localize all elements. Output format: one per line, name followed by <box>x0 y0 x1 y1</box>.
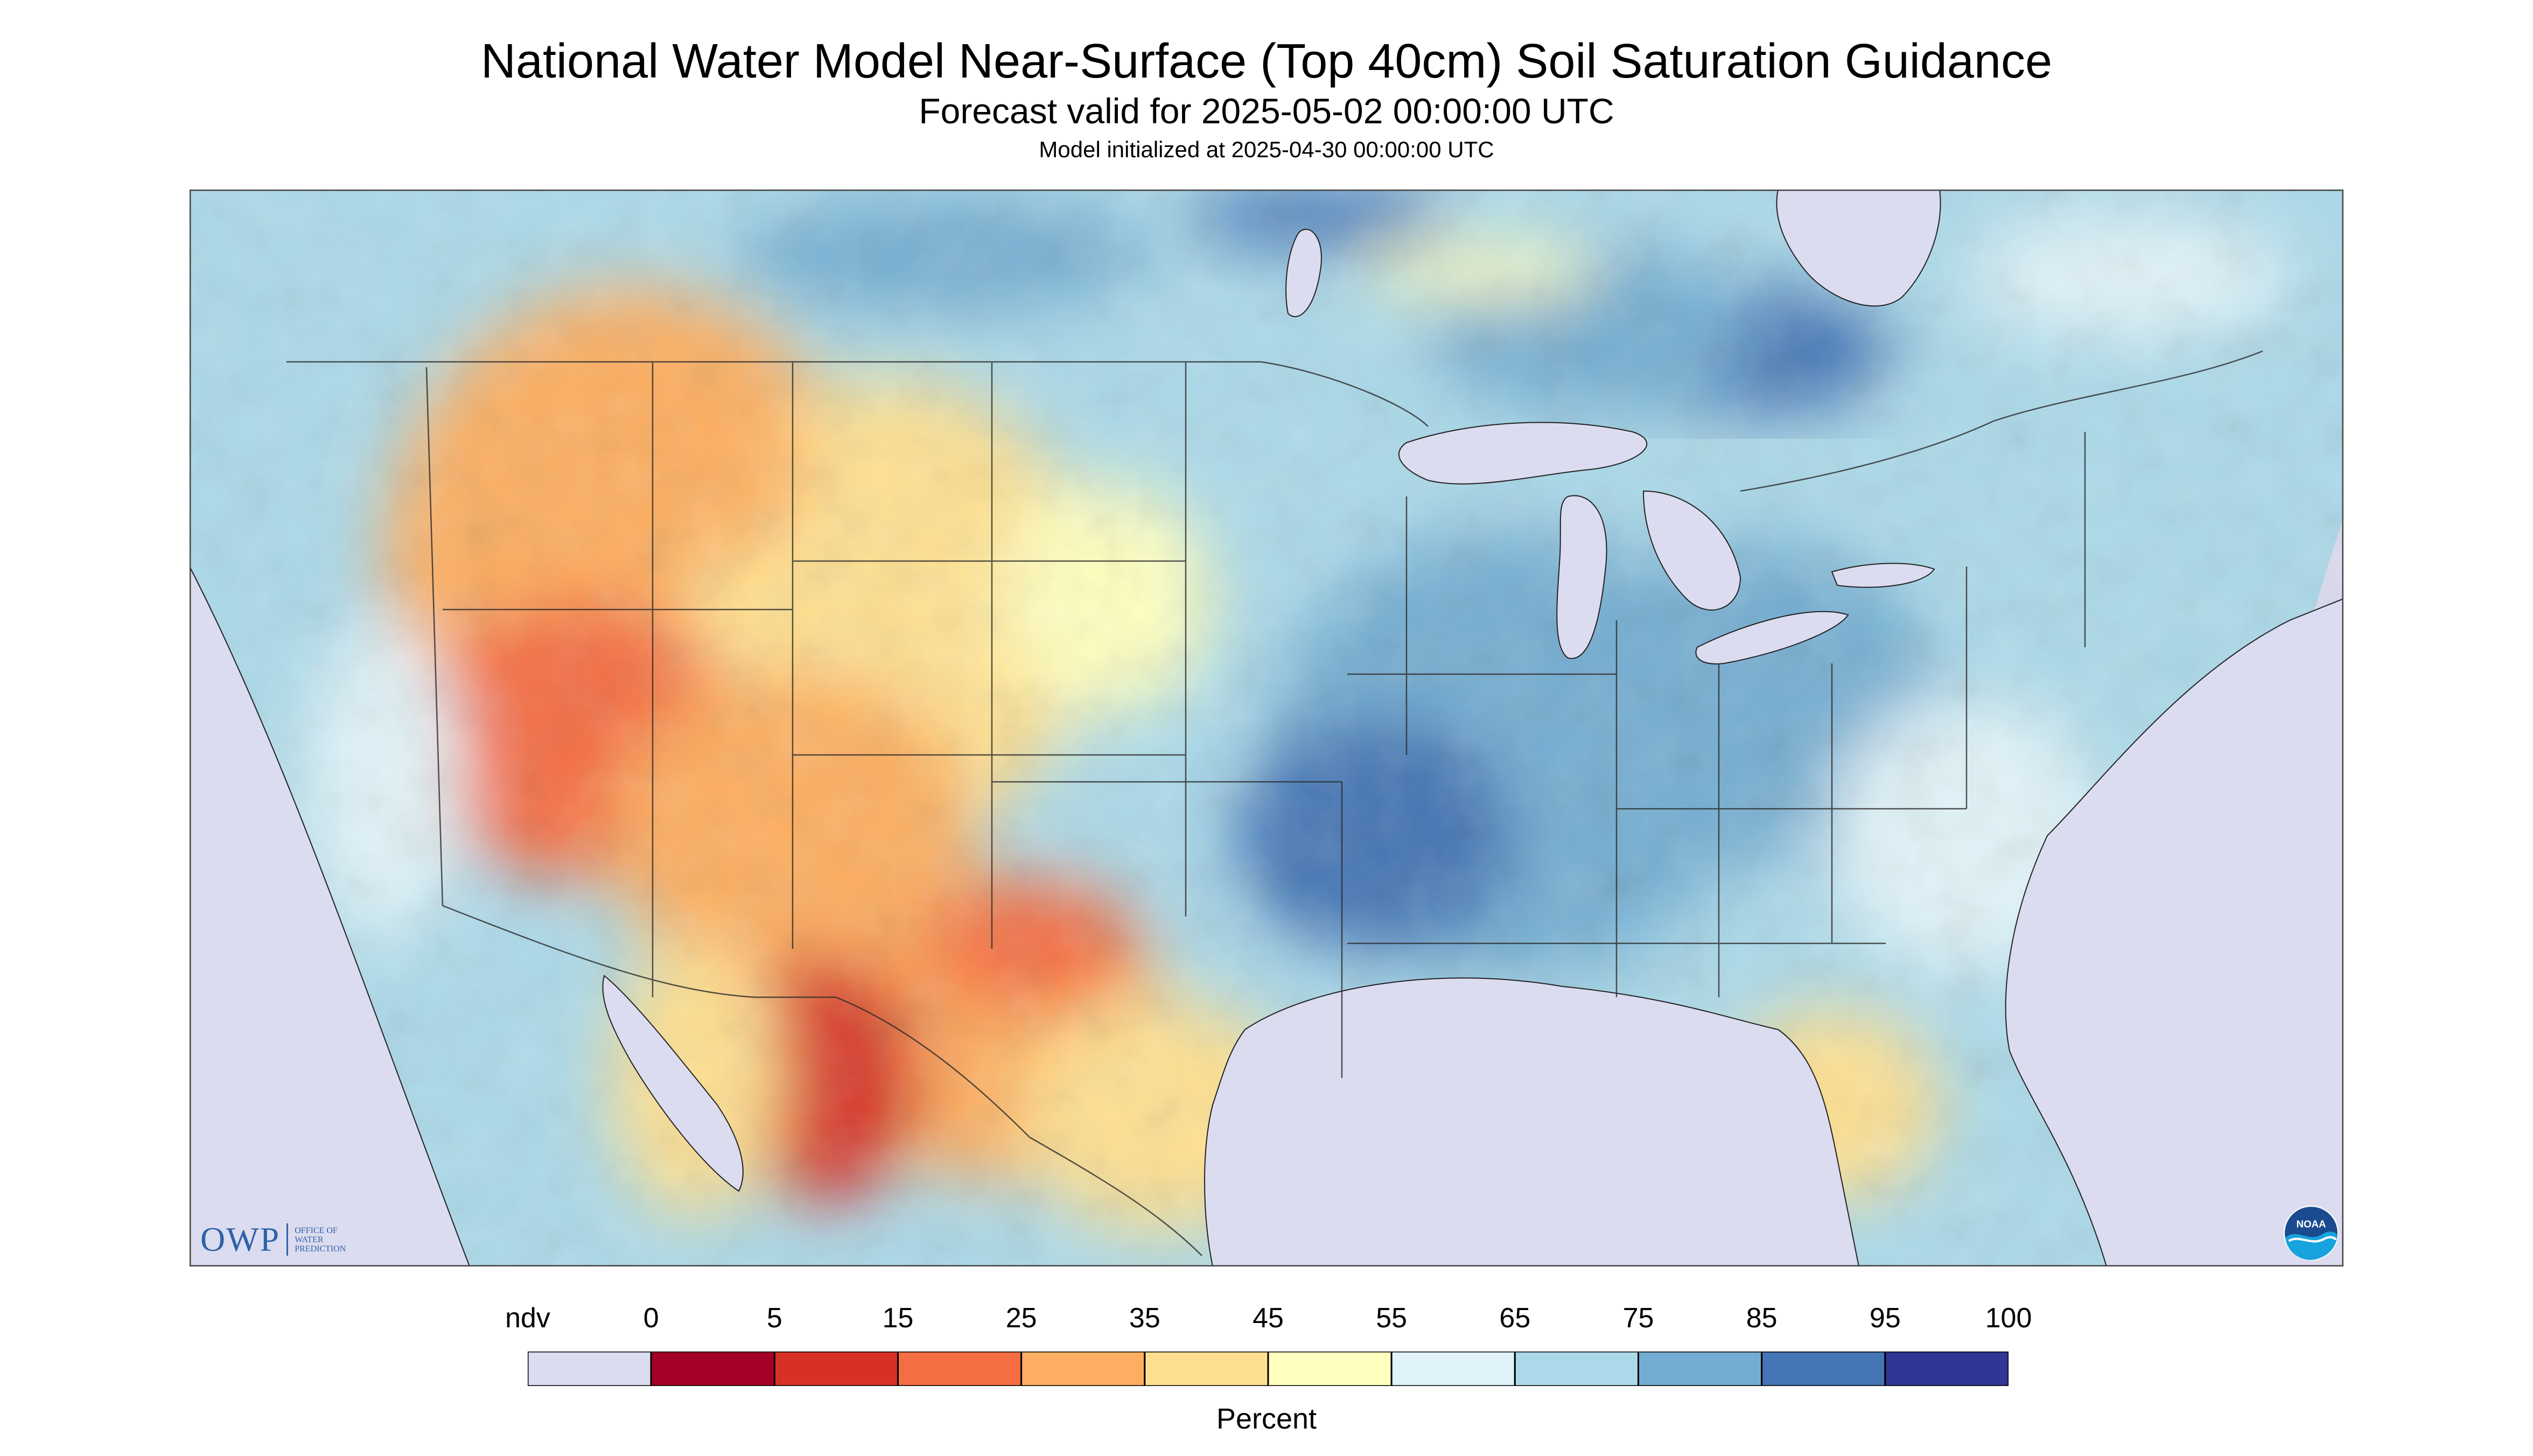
colorbar-swatch <box>1638 1352 1763 1386</box>
great-lakes <box>1285 190 1941 664</box>
colorbar-swatch <box>528 1352 652 1386</box>
pacific-ocean <box>190 566 471 1266</box>
soil-saturation-map <box>190 190 2343 1266</box>
colorbar-swatch <box>897 1352 1023 1386</box>
lake-huron <box>1642 490 1741 611</box>
owp-line-1: OFFICE OF <box>295 1226 338 1235</box>
forecast-valid-time: Forecast valid for 2025-05-02 00:00:00 U… <box>919 91 1614 131</box>
lake-erie <box>1695 611 1849 664</box>
colorbar-tick-label: 100 <box>1985 1303 2032 1334</box>
gulf-of-mexico <box>1204 977 1860 1266</box>
owp-line-3: PREDICTION <box>295 1244 346 1254</box>
colorbar-tick-label: 0 <box>643 1303 659 1334</box>
lake-michigan <box>1556 495 1607 659</box>
noaa-logo: NOAA <box>2284 1206 2339 1261</box>
owp-separator <box>286 1223 289 1256</box>
colorbar-swatch <box>1390 1352 1516 1386</box>
colorbar-tick-label: ndv <box>505 1303 550 1334</box>
lake-ontario <box>1831 563 1935 588</box>
colorbar-swatch <box>650 1352 775 1386</box>
colorbar-swatch <box>1514 1352 1640 1386</box>
map-title: National Water Model Near-Surface (Top 4… <box>480 34 2052 88</box>
colorbar-tick-label: 5 <box>766 1303 782 1334</box>
colorbar-swatch <box>1267 1352 1393 1386</box>
colorbar-tick-label: 75 <box>1622 1303 1654 1334</box>
colorbar-tick-label: 25 <box>1005 1303 1037 1334</box>
lake-superior <box>1398 422 1647 485</box>
colorbar-tick-label: 55 <box>1376 1303 1408 1334</box>
colorbar-tick-label: 45 <box>1252 1303 1284 1334</box>
colorbar <box>528 1352 2009 1386</box>
colorbar-tick-label: 85 <box>1746 1303 1778 1334</box>
colorbar-tick-label: 95 <box>1869 1303 1901 1334</box>
colorbar-tick-label: 35 <box>1129 1303 1160 1334</box>
colorbar-swatch <box>1884 1352 2009 1386</box>
state-boundaries <box>286 350 2263 1256</box>
hudson-bay <box>1776 190 1941 307</box>
noaa-text: NOAA <box>2296 1219 2326 1230</box>
colorbar-tick-label: 15 <box>882 1303 914 1334</box>
colorbar-swatch <box>1020 1352 1146 1386</box>
atlantic-ocean <box>2005 598 2343 1266</box>
owp-text: OFFICE OF WATER PREDICTION <box>295 1226 386 1254</box>
model-init-time: Model initialized at 2025-04-30 00:00:00… <box>1039 137 1494 162</box>
owp-line-2: WATER <box>295 1235 324 1244</box>
colorbar-tick-label: 65 <box>1499 1303 1531 1334</box>
colorbar-swatch <box>1144 1352 1269 1386</box>
oceans <box>190 566 2343 1266</box>
lake-winnipeg <box>1285 229 1322 317</box>
colorbar-swatch <box>1761 1352 1886 1386</box>
colorbar-title: Percent <box>1216 1403 1317 1435</box>
gulf-of-california <box>602 975 744 1192</box>
owp-mark: OWP <box>200 1220 281 1258</box>
owp-logo: OWP OFFICE OF WATER PREDICTION <box>200 1222 386 1257</box>
colorbar-swatch <box>773 1352 899 1386</box>
